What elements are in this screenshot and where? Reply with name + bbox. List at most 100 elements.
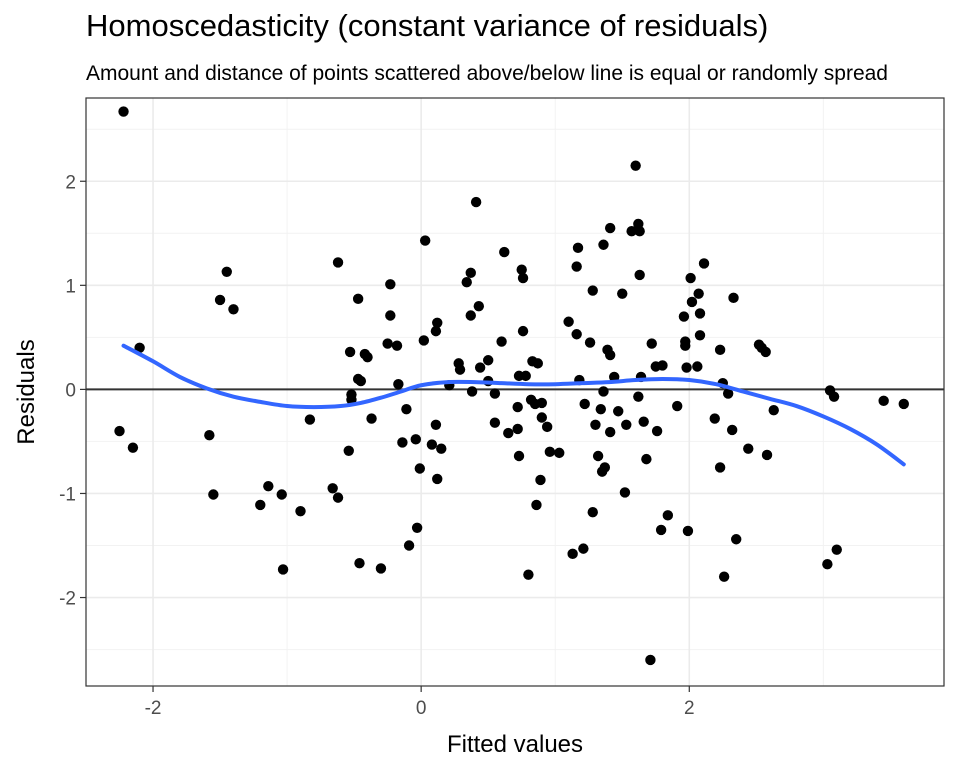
data-point	[828, 391, 840, 402]
data-point	[590, 419, 601, 430]
data-point	[401, 403, 412, 415]
y-tick-label: -1	[59, 484, 76, 505]
data-point	[228, 304, 239, 315]
data-point	[393, 378, 404, 390]
data-point	[461, 277, 472, 288]
data-point	[327, 483, 338, 494]
data-point	[362, 351, 373, 363]
data-point	[714, 462, 726, 473]
data-point	[698, 258, 710, 269]
data-point	[255, 499, 266, 511]
data-point	[118, 106, 129, 117]
panel-border	[85, 97, 945, 687]
data-point	[523, 569, 534, 580]
data-point	[609, 371, 620, 383]
data-point	[204, 429, 215, 441]
data-point	[499, 246, 510, 258]
major-gridlines	[86, 98, 944, 686]
data-point	[714, 344, 726, 356]
data-point	[567, 548, 578, 560]
data-point	[604, 222, 616, 234]
data-point	[208, 489, 219, 500]
data-point	[541, 421, 553, 433]
data-point	[630, 160, 641, 171]
data-point	[473, 300, 485, 312]
data-point	[430, 325, 442, 337]
data-point	[634, 269, 645, 281]
data-point	[595, 403, 606, 415]
data-point	[726, 424, 738, 436]
data-point	[454, 364, 466, 375]
y-axis-ticks: -2 -1 0 1 2	[59, 172, 86, 610]
data-point	[432, 473, 443, 485]
data-point	[489, 388, 501, 399]
data-point	[127, 442, 139, 453]
data-point	[352, 293, 364, 305]
data-point	[221, 266, 232, 277]
data-point	[419, 235, 431, 246]
data-point	[426, 439, 438, 450]
data-point	[587, 507, 598, 518]
data-point	[619, 487, 631, 498]
data-point	[655, 524, 667, 536]
data-point	[385, 310, 396, 321]
data-point	[418, 335, 430, 346]
data-point	[898, 398, 909, 410]
data-point	[520, 370, 531, 382]
data-point	[474, 362, 486, 373]
data-point	[657, 360, 668, 371]
data-point	[743, 443, 754, 454]
data-point	[263, 480, 274, 492]
data-point	[517, 272, 529, 284]
chart-subtitle: Amount and distance of points scattered …	[86, 62, 888, 85]
x-axis-title: Fitted values	[447, 731, 583, 758]
data-point	[672, 400, 683, 412]
data-point	[465, 310, 476, 321]
data-point	[587, 285, 598, 296]
data-point	[544, 446, 556, 458]
data-point	[391, 340, 403, 351]
data-point	[516, 264, 527, 275]
data-point	[572, 242, 584, 254]
loess-smooth-line	[121, 343, 906, 467]
data-point	[878, 395, 889, 407]
data-point	[366, 413, 377, 424]
data-point	[465, 267, 476, 279]
data-point	[512, 423, 523, 435]
data-point	[613, 406, 624, 417]
data-point	[617, 288, 628, 299]
data-point	[496, 336, 507, 347]
y-tick-label: 1	[65, 276, 76, 297]
data-point	[517, 325, 529, 337]
data-point	[375, 563, 387, 574]
data-point	[731, 534, 742, 545]
x-tick-label: -2	[145, 698, 162, 719]
y-tick-label: -2	[59, 589, 76, 610]
data-point	[768, 405, 779, 416]
y-tick-label: 0	[65, 380, 76, 401]
data-point	[694, 330, 706, 341]
data-point	[598, 239, 609, 250]
data-point	[411, 522, 423, 534]
data-point	[604, 349, 616, 361]
data-point	[584, 337, 596, 348]
chart-title: Homoscedasticity (constant variance of r…	[86, 8, 769, 43]
data-point	[633, 391, 644, 402]
y-tick-label: 2	[65, 172, 76, 193]
x-tick-label: 2	[684, 698, 695, 719]
data-point	[638, 416, 649, 427]
data-point	[397, 437, 408, 448]
data-point	[532, 358, 543, 369]
data-point	[621, 419, 632, 430]
y-axis-title: Residuals	[13, 339, 40, 444]
data-point	[536, 397, 548, 409]
data-point	[482, 355, 494, 366]
data-point	[645, 654, 656, 666]
data-point	[410, 434, 421, 445]
minor-gridlines	[86, 98, 944, 686]
data-point	[722, 388, 734, 399]
x-tick-label: 0	[416, 698, 427, 719]
data-point	[681, 362, 692, 373]
data-point	[535, 474, 546, 486]
